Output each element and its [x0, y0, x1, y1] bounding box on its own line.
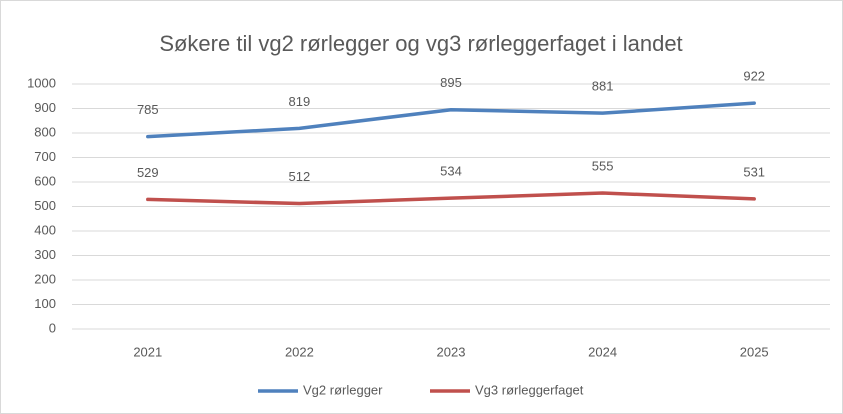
- y-tick-label: 500: [34, 198, 56, 213]
- data-label: 512: [289, 169, 311, 184]
- x-tick-label: 2021: [133, 344, 162, 359]
- series-line: [146, 191, 756, 206]
- y-tick-label: 400: [34, 222, 56, 237]
- y-tick-label: 600: [34, 173, 56, 188]
- y-tick-label: 1000: [27, 75, 56, 90]
- y-tick-label: 300: [34, 247, 56, 262]
- data-label: 529: [137, 165, 159, 180]
- data-label: 785: [137, 102, 159, 117]
- data-label: 531: [743, 164, 765, 179]
- x-tick-label: 2023: [437, 344, 466, 359]
- y-tick-label: 100: [34, 296, 56, 311]
- x-tick-label: 2025: [740, 344, 769, 359]
- y-tick-label: 900: [34, 100, 56, 115]
- data-label: 881: [592, 79, 614, 94]
- data-label: 555: [592, 158, 614, 173]
- x-tick-label: 2022: [285, 344, 314, 359]
- x-tick-label: 2024: [588, 344, 617, 359]
- y-tick-label: 200: [34, 271, 56, 286]
- y-tick-label: 0: [49, 320, 56, 335]
- y-tick-label: 800: [34, 124, 56, 139]
- legend-label: Vg3 rørleggerfaget: [475, 382, 584, 397]
- y-tick-label: 700: [34, 149, 56, 164]
- data-label: 895: [440, 75, 462, 90]
- data-label: 922: [743, 69, 765, 84]
- data-label: 534: [440, 164, 462, 179]
- data-label: 819: [289, 94, 311, 109]
- chart-title: Søkere til vg2 rørlegger og vg3 rørlegge…: [159, 31, 682, 56]
- legend-label: Vg2 rørlegger: [303, 382, 383, 397]
- series-line: [146, 101, 756, 139]
